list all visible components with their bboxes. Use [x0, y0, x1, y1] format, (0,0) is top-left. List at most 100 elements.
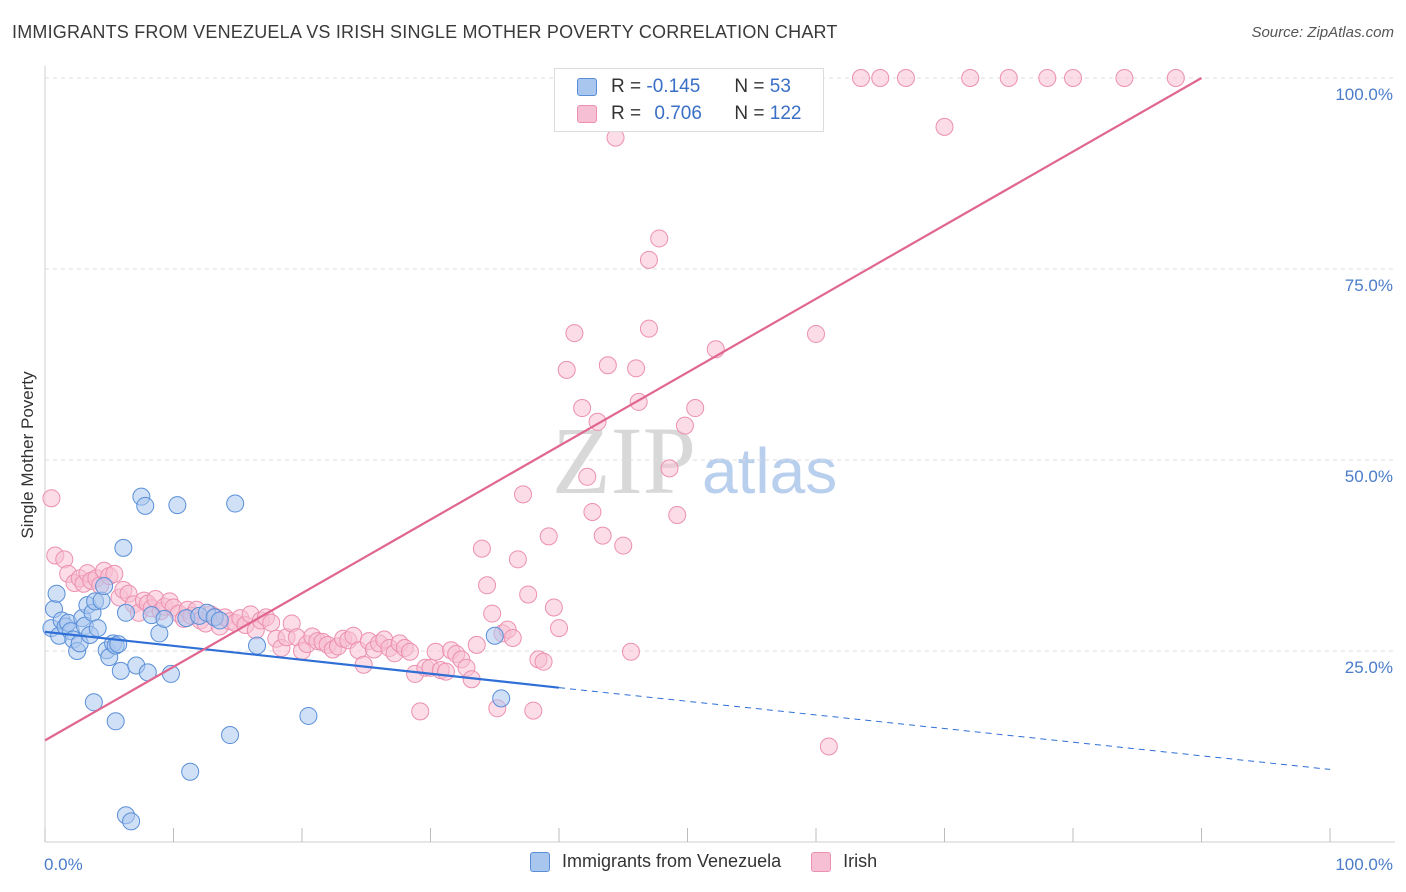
irish-point [503, 629, 522, 648]
irish-point [483, 604, 502, 623]
irish-point [550, 619, 568, 638]
irish-point [1038, 69, 1057, 87]
legend-n-value-venezuela: 53 [769, 76, 791, 97]
irish-point [1064, 69, 1082, 87]
irish-trendline [44, 77, 1203, 742]
venezuela-point [485, 626, 504, 645]
irish-point [639, 250, 658, 269]
irish-point [426, 642, 445, 661]
legend-row-venezuela: R = -0.145 N = 53 [577, 75, 791, 99]
irish-point [105, 564, 124, 583]
irish-point [598, 356, 617, 375]
venezuela-point [136, 496, 155, 515]
correlation-legend: R = -0.145 N = 53 R = 0.706 N = 122 [554, 68, 824, 132]
irish-point [851, 69, 870, 87]
irish-point [583, 502, 602, 521]
series-label-irish: Irish [843, 851, 878, 871]
legend-r-value-venezuela: -0.145 [646, 76, 701, 97]
irish-point [660, 459, 679, 478]
venezuela-point [248, 636, 267, 655]
venezuela-point [492, 689, 511, 708]
irish-point [650, 229, 669, 248]
irish-point [1115, 69, 1134, 87]
irish-point [621, 642, 640, 661]
venezuela-point [226, 494, 245, 513]
venezuela-point [181, 762, 200, 781]
irish-point [871, 69, 890, 87]
irish-point [961, 69, 980, 87]
irish-point [819, 737, 838, 756]
irish-point [807, 324, 825, 343]
venezuela-point [155, 609, 174, 628]
series-legend-irish: Irish [811, 851, 877, 872]
venezuela-point [47, 584, 66, 603]
legend-r-value-irish: 0.706 [654, 103, 702, 124]
venezuela-point [88, 619, 107, 638]
y-tick-label: 100.0% [1335, 85, 1393, 104]
irish-point [436, 662, 455, 681]
irish-point [573, 399, 592, 418]
irish-point [472, 539, 491, 558]
chart-title: IMMIGRANTS FROM VENEZUELA VS IRISH SINGL… [12, 22, 838, 42]
y-tick-label: 25.0% [1345, 658, 1393, 677]
irish-point [668, 506, 687, 525]
series-swatch-venezuela [530, 851, 550, 872]
irish-point [519, 585, 538, 604]
watermark-atlas: atlas [702, 435, 838, 507]
legend-n-label: N = [734, 103, 765, 124]
irish-point [1166, 69, 1185, 87]
source-label: Source: ZipAtlas.com [1251, 24, 1394, 41]
venezuela-point [221, 726, 240, 745]
irish-point [544, 598, 563, 617]
x-tick-label: 100.0% [1335, 855, 1393, 874]
irish-point [411, 702, 430, 721]
irish-point [999, 69, 1018, 87]
irish-point [262, 613, 281, 632]
irish-point [614, 536, 633, 555]
venezuela-point [168, 496, 187, 515]
venezuela-point [111, 661, 130, 680]
venezuela-point [95, 577, 114, 596]
irish-point [686, 399, 705, 418]
irish-point [627, 359, 646, 378]
irish-point [400, 642, 419, 661]
irish-point [675, 416, 694, 435]
irish-point [539, 527, 558, 546]
legend-r-label: R = [611, 76, 642, 97]
venezuela-trendline-extension [558, 687, 1331, 770]
venezuela-point [210, 611, 229, 630]
legend-swatch-irish [577, 105, 597, 123]
series-swatch-irish [811, 851, 832, 872]
irish-point [467, 635, 486, 654]
venezuela-point [114, 538, 133, 557]
legend-n-value-irish: 122 [769, 103, 802, 124]
y-tick-label: 75.0% [1345, 276, 1393, 295]
irish-point [896, 69, 915, 87]
y-tick-label: 50.0% [1345, 467, 1393, 486]
legend-n-label: N = [734, 76, 765, 97]
legend-row-irish: R = 0.706 N = 122 [577, 102, 801, 126]
venezuela-point [122, 812, 141, 831]
x-tick-label: 0.0% [44, 855, 83, 874]
irish-point [935, 117, 954, 136]
series-legend-venezuela: Immigrants from Venezuela [530, 851, 781, 872]
venezuela-point [116, 603, 135, 622]
irish-point [593, 526, 612, 545]
irish-point [639, 319, 658, 338]
venezuela-point [84, 693, 103, 712]
irish-point [578, 467, 597, 486]
irish-point [478, 576, 497, 595]
venezuela-point [299, 706, 318, 725]
irish-point [534, 652, 553, 671]
series-label-venezuela: Immigrants from Venezuela [562, 851, 782, 871]
irish-point [514, 485, 533, 504]
irish-point [508, 550, 527, 569]
irish-point [42, 489, 61, 508]
venezuela-trendline [44, 630, 560, 689]
irish-point [565, 324, 584, 343]
legend-swatch-venezuela [577, 78, 597, 96]
irish-point [524, 701, 543, 720]
venezuela-point [106, 712, 125, 731]
series-legend: Immigrants from Venezuela Irish [530, 851, 907, 872]
